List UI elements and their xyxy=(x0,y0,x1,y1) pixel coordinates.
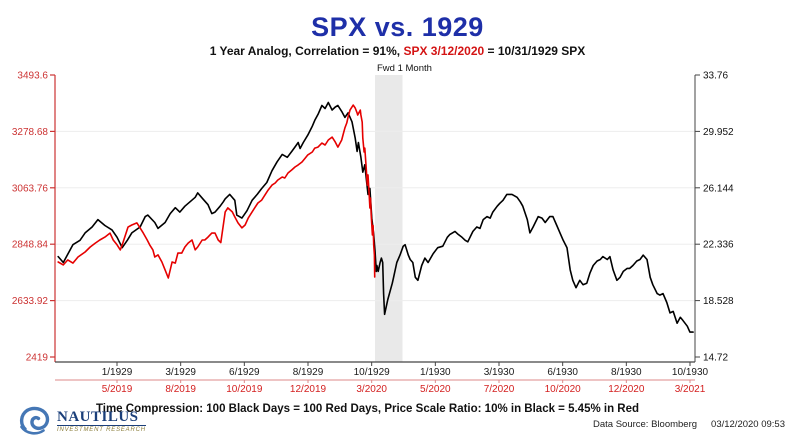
x-axis-label-red: 12/2020 xyxy=(608,384,645,395)
x-axis-label-black: 10/1929 xyxy=(354,367,391,378)
subtitle-suffix: = 10/31/1929 SPX xyxy=(484,44,586,58)
x-axis-label-red: 3/2021 xyxy=(675,384,706,395)
logo-tagline: INVESTMENT RESEARCH xyxy=(57,424,146,433)
chart-title: SPX vs. 1929 xyxy=(311,12,484,42)
x-axis-label-red: 10/2020 xyxy=(545,384,582,395)
x-axis-label-black: 3/1929 xyxy=(165,367,196,378)
series-line-spx-red xyxy=(57,104,376,279)
x-axis-label-red: 3/2020 xyxy=(356,384,387,395)
logo-name: NAUTILUS xyxy=(57,408,139,425)
x-axis-label-black: 1/1930 xyxy=(420,367,451,378)
nautilus-shell-icon xyxy=(19,406,50,435)
left-axis-tick-label: 2419 xyxy=(26,353,49,364)
data-source-label: Data Source: Bloomberg xyxy=(593,419,698,430)
x-axis-label-black: 3/1930 xyxy=(484,367,515,378)
fwd-one-month-label: Fwd 1 Month xyxy=(377,63,432,74)
series-line-1929-black xyxy=(57,101,694,333)
chart-subtitle: 1 Year Analog, Correlation = 91%, SPX 3/… xyxy=(0,44,795,58)
right-axis-tick-label: 26.144 xyxy=(703,183,734,194)
right-axis-tick-label: 33.76 xyxy=(703,71,728,82)
x-axis-label-black: 8/1930 xyxy=(611,367,642,378)
subtitle-prefix: 1 Year Analog, Correlation = 91%, xyxy=(209,44,404,58)
x-axis-label-red: 10/2019 xyxy=(226,384,263,395)
fwd-one-month-band xyxy=(375,75,403,362)
left-axis-tick-label: 2848.84 xyxy=(12,240,49,251)
time-compression-note: Time Compression: 100 Black Days = 100 R… xyxy=(95,403,640,415)
x-axis-label-black: 6/1930 xyxy=(547,367,578,378)
left-axis-tick-label: 3278.68 xyxy=(12,127,49,138)
data-source-line: Data Source: Bloomberg 03/12/2020 09:53 xyxy=(593,419,785,430)
left-axis-tick-label: 2633.92 xyxy=(12,296,49,307)
left-axis-tick-label: 3493.6 xyxy=(17,71,48,82)
subtitle-red-date: SPX 3/12/2020 xyxy=(403,44,485,58)
timestamp: 03/12/2020 09:53 xyxy=(711,419,785,430)
right-axis-tick-label: 18.528 xyxy=(703,296,734,307)
right-axis-tick-label: 22.336 xyxy=(703,240,734,251)
logo-text: NAUTILUS INVESTMENT RESEARCH xyxy=(57,408,146,433)
left-axis-tick-label: 3063.76 xyxy=(12,183,49,194)
right-axis-tick-label: 29.952 xyxy=(703,127,734,138)
nautilus-logo: NAUTILUS INVESTMENT RESEARCH xyxy=(18,406,146,436)
x-axis-label-black: 6/1929 xyxy=(229,367,260,378)
x-axis-label-black: 8/1929 xyxy=(293,367,324,378)
right-axis-tick-label: 14.72 xyxy=(703,353,728,364)
x-axis-label-red: 12/2019 xyxy=(290,384,327,395)
x-axis-label-red: 5/2019 xyxy=(102,384,133,395)
x-axis-label-black: 10/1930 xyxy=(672,367,709,378)
x-axis-label-red: 8/2019 xyxy=(165,384,196,395)
x-axis-label-black: 1/1929 xyxy=(102,367,133,378)
x-axis-label-red: 7/2020 xyxy=(484,384,515,395)
x-axis-label-red: 5/2020 xyxy=(420,384,451,395)
